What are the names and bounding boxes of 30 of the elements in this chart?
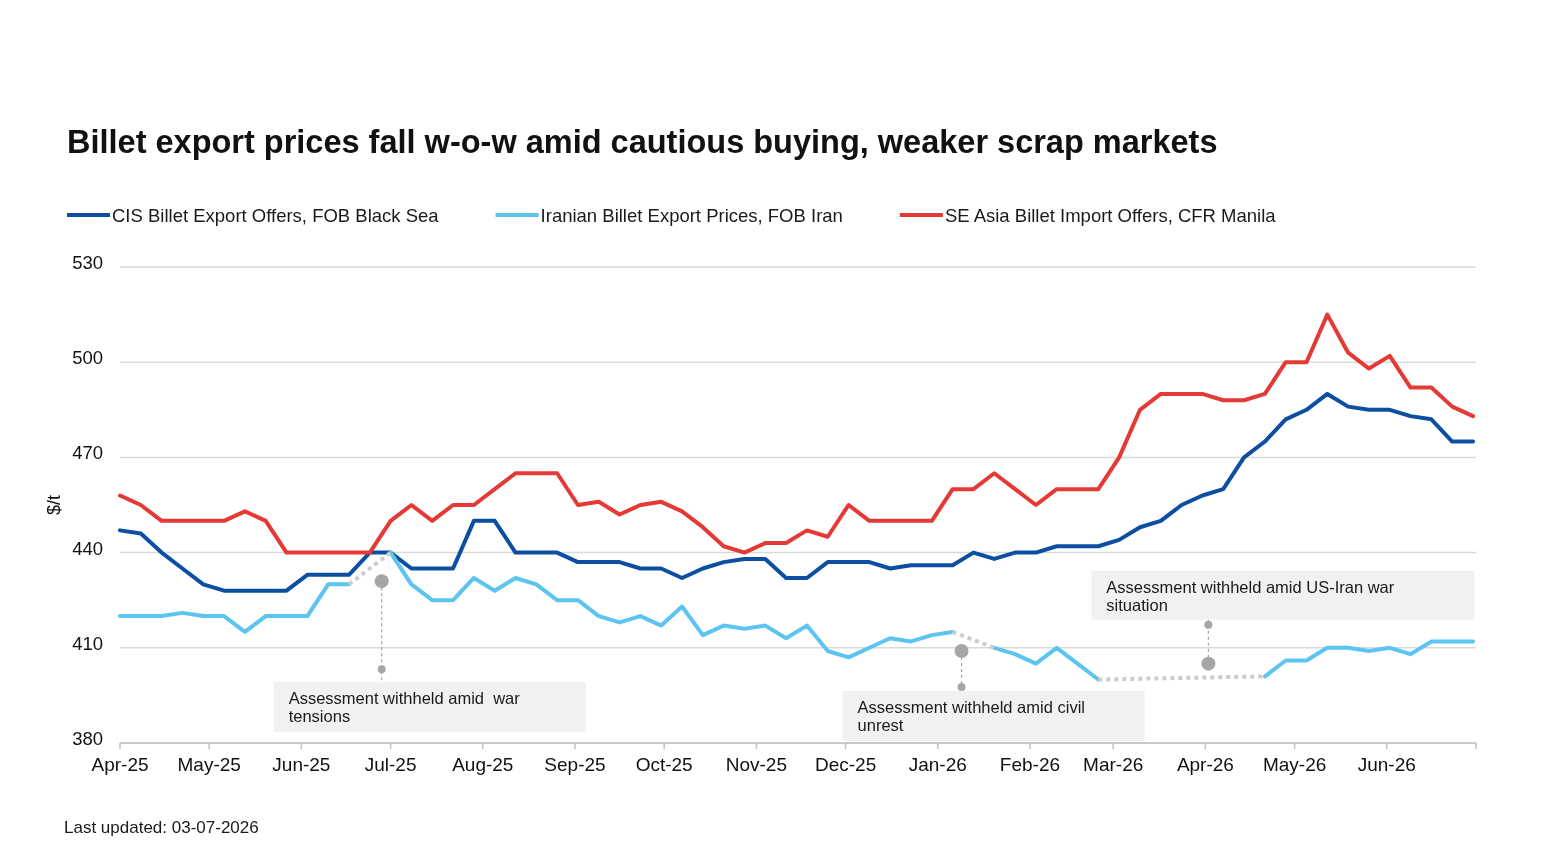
y-tick-label: 380 <box>72 728 103 749</box>
x-tick-label: Dec-25 <box>814 754 877 775</box>
x-tick-label: Jul-25 <box>364 754 417 775</box>
y-tick-label: 410 <box>72 632 103 654</box>
legend-label: Iranian Billet Export Prices, FOB Iran <box>540 204 843 226</box>
x-tick-label: Sep-25 <box>544 754 606 775</box>
legend-label: SE Asia Billet Import Offers, CFR Manila <box>944 204 1277 226</box>
text: Last updated: 03-07-2026 <box>64 818 259 837</box>
x-tick-label: May-25 <box>177 754 241 775</box>
legend-label: CIS Billet Export Offers, FOB Black Sea <box>112 204 440 226</box>
x-tick-label: Oct-25 <box>635 754 693 775</box>
x-tick-label: Apr-25 <box>91 754 149 775</box>
y-axis-title: $/t <box>44 494 64 516</box>
x-tick-label: May-26 <box>1262 754 1327 775</box>
annotation: Assessment withheld amid civil unrest <box>857 697 1085 734</box>
chart-title: Billet export prices fall w-o-w amid cautious buying, weaker scrap markets <box>67 124 1218 160</box>
annotation: Assessment withheld amid US-Iran war situation <box>1106 577 1395 614</box>
y-tick-label: 470 <box>72 442 103 464</box>
x-tick-label: Jun-26 <box>1357 754 1416 775</box>
x-tick-label: Apr-26 <box>1176 754 1234 775</box>
y-tick-label: 500 <box>72 347 103 369</box>
x-tick-label: Jun-25 <box>272 754 331 775</box>
y-tick-label: 440 <box>72 537 103 559</box>
x-tick-label: Mar-26 <box>1083 754 1144 775</box>
x-tick-label: Aug-25 <box>452 754 514 775</box>
x-tick-label: Feb-26 <box>999 754 1061 775</box>
x-tick-label: Nov-25 <box>725 754 787 775</box>
x-tick-label: Jan-26 <box>908 754 967 775</box>
y-tick-label: 530 <box>72 252 103 273</box>
annotation: Assessment withheld amid war tensions <box>288 689 521 726</box>
